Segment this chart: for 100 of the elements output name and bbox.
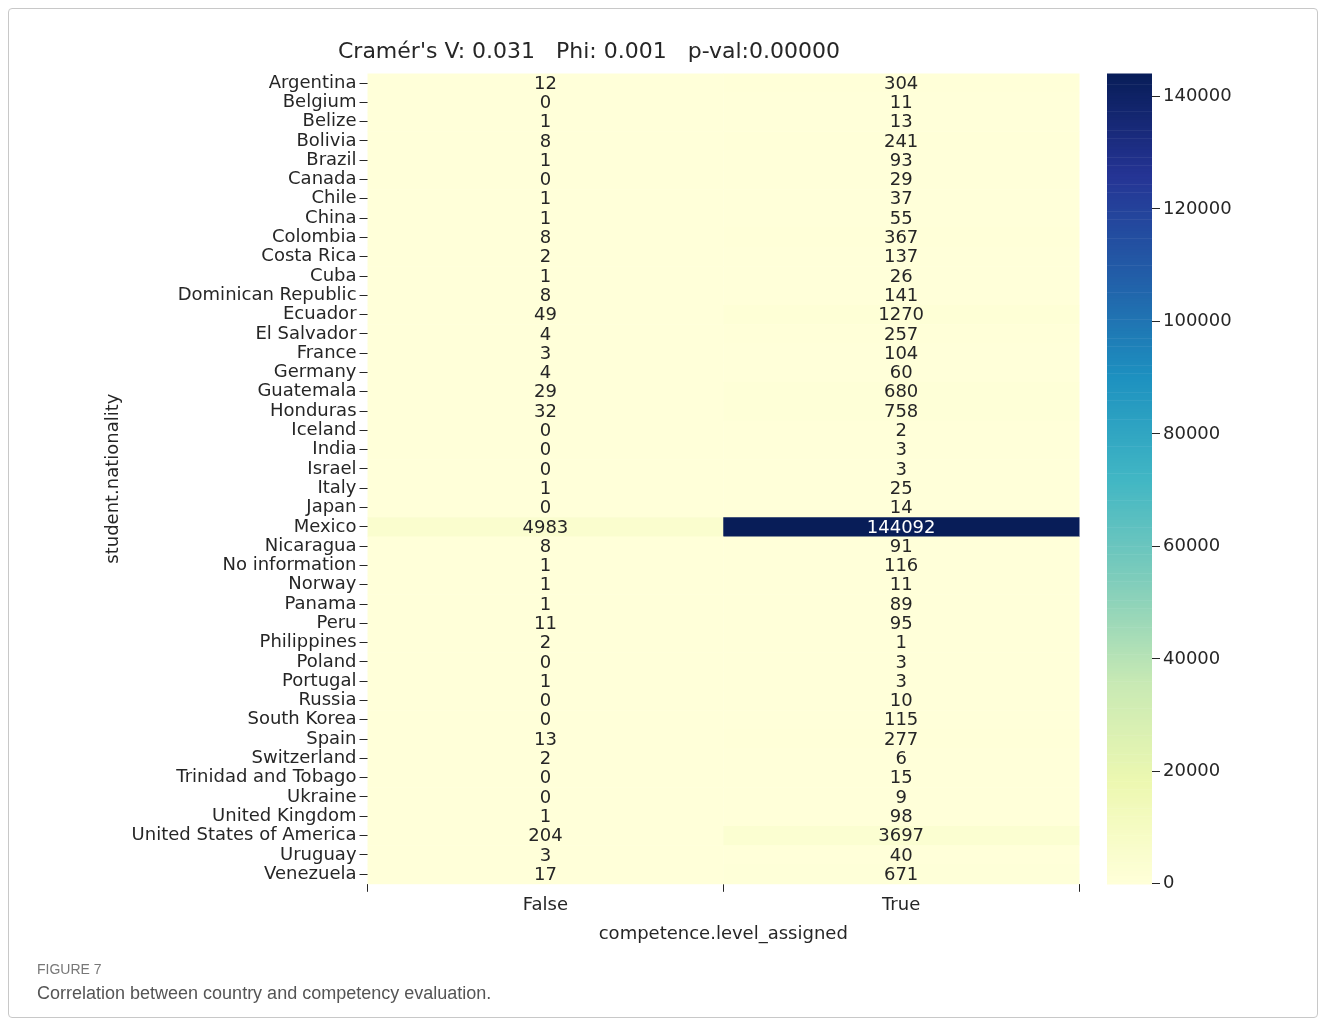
y-tick-label: Peru (316, 610, 357, 632)
y-tick-label: South Korea (247, 707, 357, 729)
data-label: 8 (539, 283, 552, 305)
data-label: 93 (889, 148, 913, 170)
data-label: 15 (889, 766, 913, 788)
data-label: 3 (895, 438, 907, 460)
x-tick-label: True (881, 893, 921, 915)
data-label: 0 (539, 650, 552, 672)
data-label: 25 (889, 476, 913, 498)
data-label: 257 (883, 322, 919, 344)
data-label: 1 (539, 592, 552, 614)
data-label: 0 (539, 438, 552, 460)
y-tick-label: Chile (311, 186, 357, 208)
data-label: 95 (889, 611, 913, 633)
color-bar-label: 80000 (1163, 421, 1221, 443)
y-tick-label: Portugal (281, 668, 357, 690)
data-label: 0 (539, 766, 552, 788)
y-tick-label: Dominican Republic (177, 282, 357, 304)
y-tick-label: Brazil (306, 147, 357, 169)
data-label: 144092 (866, 515, 936, 537)
data-label: 10 (889, 689, 913, 711)
data-label: 91 (889, 534, 913, 556)
y-tick-label: Costa Rica (261, 244, 357, 266)
chart-title: Cramér's V: 0.031 Phi: 0.001 p-val:0.00000 (337, 37, 841, 63)
data-label: 3 (539, 843, 552, 865)
data-label: 3 (539, 341, 552, 363)
data-label: 40 (889, 843, 913, 865)
data-label: 4983 (522, 515, 569, 537)
data-label: 1 (539, 110, 552, 132)
data-label: 116 (883, 554, 919, 576)
data-label: 671 (883, 862, 919, 884)
data-label: 1 (539, 148, 552, 170)
y-tick-label: El Salvador (255, 321, 358, 343)
y-tick-label: Uruguay (280, 842, 357, 864)
color-bar-label: 140000 (1163, 84, 1232, 106)
x-axis-title: competence.level_assigned (598, 921, 848, 944)
data-label: 98 (889, 804, 913, 826)
color-bar-label: 20000 (1163, 758, 1221, 780)
y-tick-label: Philippines (259, 630, 357, 652)
data-label: 26 (889, 264, 913, 286)
y-tick-label: Norway (288, 572, 357, 594)
data-label: 115 (883, 708, 919, 730)
data-label: 241 (883, 129, 919, 151)
y-tick-label: Germany (273, 360, 357, 382)
data-label: 204 (528, 824, 563, 846)
y-tick-label: Trinidad and Tobago (175, 765, 357, 787)
y-axis-title: student.nationality (101, 393, 123, 564)
y-tick-label: India (312, 437, 357, 459)
data-label: 1 (539, 669, 552, 691)
y-tick-label: Iceland (291, 418, 357, 440)
data-label: 1 (539, 476, 552, 498)
data-label: 277 (883, 727, 919, 749)
y-tick-label: Bolivia (296, 128, 357, 150)
data-label: 89 (889, 592, 913, 614)
data-label: 13 (533, 727, 557, 749)
text: Correlation between country and competency evaluation. (37, 983, 492, 1004)
data-label: 4 (539, 361, 552, 383)
y-tick-label: China (305, 205, 357, 227)
data-label: 1270 (878, 303, 925, 325)
color-bar-label: 100000 (1163, 309, 1232, 331)
data-label: 49 (533, 303, 557, 325)
data-label: 0 (539, 91, 552, 113)
data-label: 32 (533, 399, 557, 421)
data-label: 17 (533, 862, 557, 884)
data-label: 13 (889, 110, 913, 132)
data-label: 6 (895, 747, 907, 769)
data-label: 3 (895, 669, 907, 691)
data-label: 1 (539, 573, 552, 595)
data-label: 680 (883, 380, 919, 402)
y-tick-label: Argentina (268, 70, 357, 92)
data-label: 3 (895, 650, 907, 672)
caption: FIGURE 7 (37, 961, 102, 977)
data-label: 0 (539, 457, 552, 479)
data-label: 137 (883, 245, 919, 267)
x-tick-label: False (522, 893, 568, 915)
data-label: 11 (889, 573, 913, 595)
color-bar-label: 40000 (1163, 646, 1221, 668)
data-label: 8 (539, 129, 552, 151)
y-tick-label: Honduras (269, 398, 357, 420)
color-bar-label: 0 (1163, 871, 1175, 893)
data-label: 8 (539, 534, 552, 556)
y-tick-label: Nicaragua (264, 533, 357, 555)
data-label: 304 (883, 71, 919, 93)
data-label: 11 (889, 91, 913, 113)
data-label: 9 (895, 785, 907, 807)
data-label: 2 (539, 245, 552, 267)
data-label: 0 (539, 419, 552, 441)
y-tick-label: Israel (307, 456, 357, 478)
data-label: 55 (889, 206, 913, 228)
y-tick-label: Colombia (271, 225, 357, 247)
data-label: 0 (539, 689, 552, 711)
data-label: 0 (539, 168, 552, 190)
data-label: 1 (539, 206, 552, 228)
data-label: 2 (539, 631, 552, 653)
data-label: 104 (883, 341, 919, 363)
data-label: 37 (889, 187, 913, 209)
data-label: 0 (539, 496, 552, 518)
data-label: 1 (895, 631, 907, 653)
data-label: 0 (539, 785, 552, 807)
data-label: 1 (539, 187, 552, 209)
